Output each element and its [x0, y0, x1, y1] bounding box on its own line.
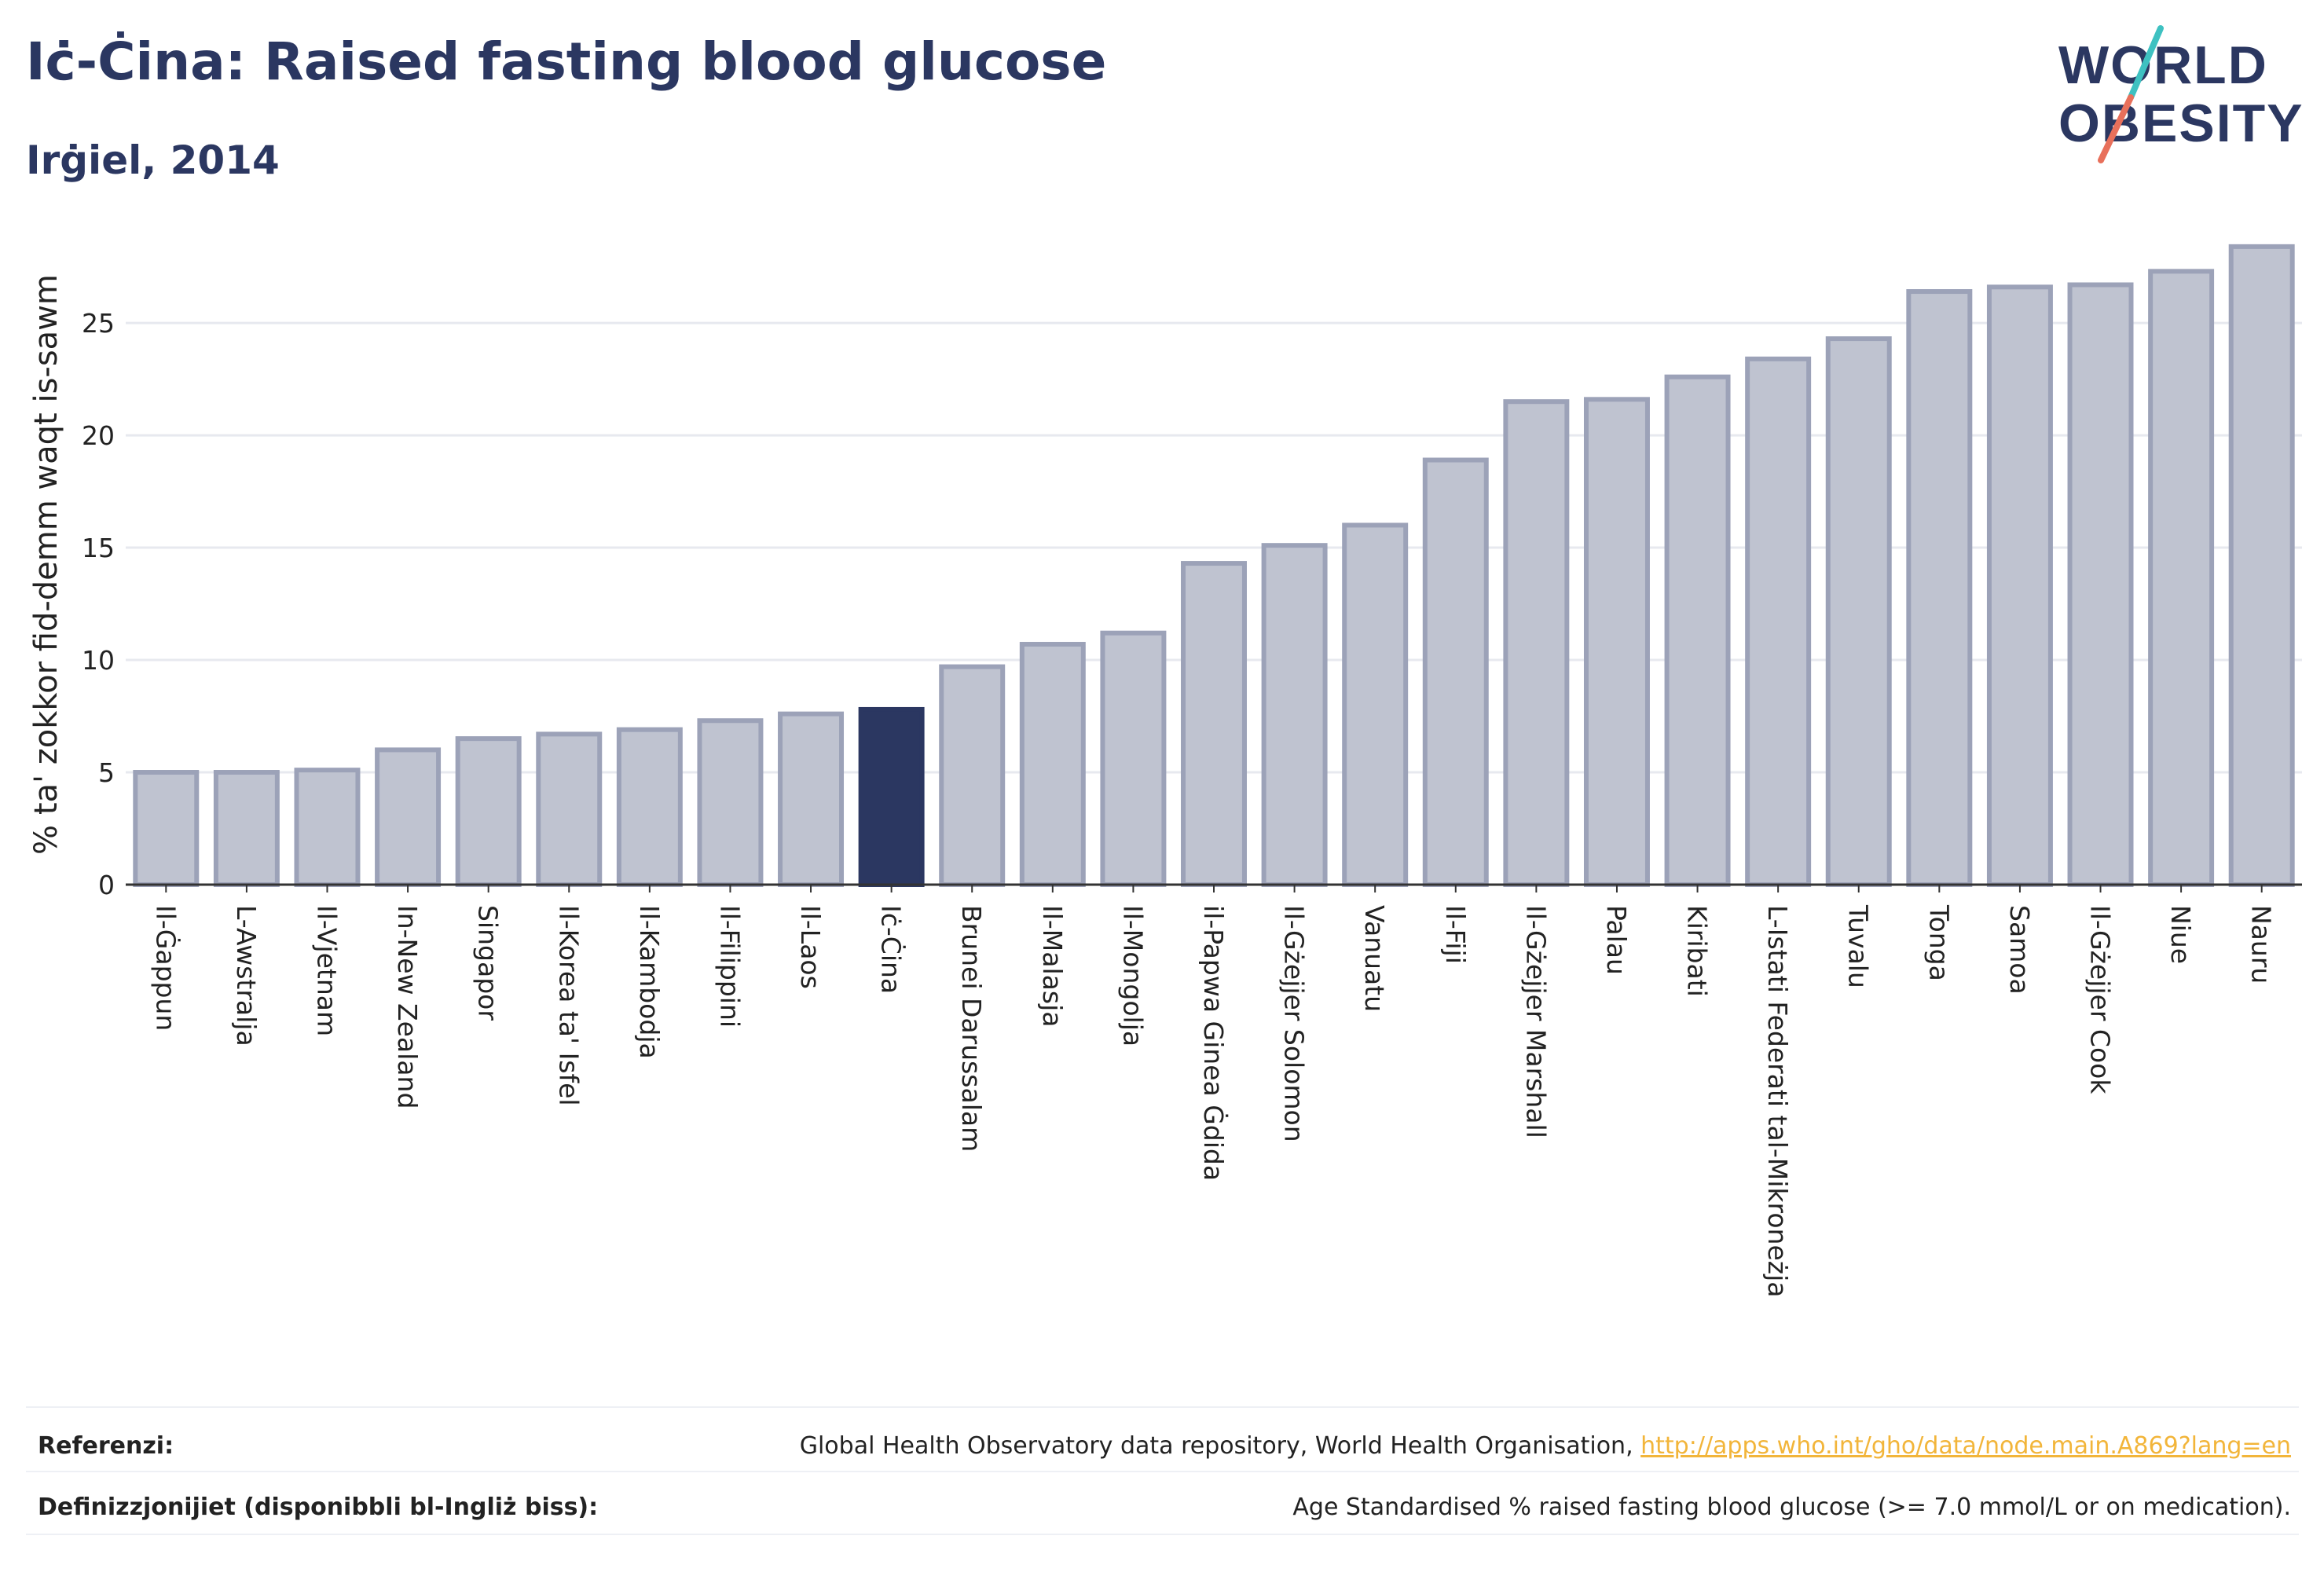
category-label: Iċ-Ċina [876, 905, 907, 994]
category-label: Il-Laos [795, 905, 826, 989]
category-label: Niue [2165, 905, 2196, 964]
category-label: Il-Fiji [1440, 905, 1471, 964]
category-label: Samoa [2004, 905, 2035, 995]
category-label: Il-Malasja [1037, 905, 1068, 1027]
bar [133, 770, 200, 887]
axes: 0 5 10 15 20 25 [82, 308, 2302, 900]
category-label: Nauru [2246, 905, 2277, 984]
category-label: Il-Korea ta' Isfel [553, 905, 584, 1106]
category-label: Il-Ġappun [150, 905, 181, 1031]
category-label: L-Awstralja [231, 905, 262, 1046]
logo-line-obesity: OBESITY [2058, 93, 2304, 153]
category-label: Palau [1601, 905, 1632, 975]
category-label: L-Istati Federati tal-Mikroneżja [1762, 905, 1793, 1297]
references-value: Global Health Observatory data repositor… [800, 1432, 2291, 1460]
references-label: Referenzi: [38, 1431, 174, 1460]
bar [455, 736, 522, 887]
bar [536, 731, 603, 887]
page-subtitle: Irġiel, 2014 [26, 137, 280, 183]
category-label: Il-Filippini [714, 905, 745, 1028]
y-tick-label: 25 [82, 308, 115, 339]
bar [778, 711, 845, 888]
bar [1100, 630, 1167, 887]
bar [213, 770, 280, 887]
bar [375, 747, 442, 888]
y-tick-label: 10 [82, 645, 115, 676]
bar-chart: 0 5 10 15 20 25 Il-Ġappun L-Awstralja Il-Vjetna… [28, 244, 2302, 1297]
logo-slash-bottom [2098, 94, 2134, 163]
y-tick-label: 20 [82, 420, 115, 451]
bar [697, 718, 764, 887]
bar-highlight [858, 706, 925, 888]
y-tick-label: 5 [98, 757, 115, 788]
definitions-row: Definizzjonijiet (disponibbli bl-Ingliż … [38, 1485, 2291, 1529]
bar [2148, 269, 2215, 887]
bar [939, 664, 1006, 887]
bar [1664, 374, 1731, 887]
bar [616, 727, 683, 887]
page-title: Iċ-Ċina: Raised fasting blood glucose [26, 31, 1107, 92]
category-label: Tuvalu [1843, 904, 1874, 988]
bar [1261, 543, 1328, 887]
bar [1745, 356, 1812, 887]
category-label: Kiribati [1682, 905, 1713, 997]
bar [1986, 284, 2053, 888]
references-row: Referenzi: Global Health Observatory dat… [38, 1424, 2291, 1468]
footer-divider-middle [26, 1471, 2299, 1472]
category-label: Brunei Darussalam [956, 905, 987, 1152]
bar [1825, 336, 1892, 887]
definitions-label: Definizzjonijiet (disponibbli bl-Ingliż … [38, 1493, 599, 1521]
category-label: Il-Vjetnam [311, 905, 342, 1036]
references-text: Global Health Observatory data repositor… [799, 1431, 1641, 1460]
bar [1342, 522, 1409, 887]
definitions-value: Age Standardised % raised fasting blood … [1292, 1493, 2291, 1521]
category-label: In-New Zealand [392, 905, 423, 1109]
world-obesity-logo: WORLD OBESITY [2058, 25, 2304, 163]
y-tick-label: 15 [82, 533, 115, 563]
bar [1422, 457, 1489, 887]
logo-slash-top [2128, 25, 2164, 101]
y-tick-label: 0 [98, 870, 115, 900]
bar [2228, 244, 2295, 888]
category-label: Il-Gżejjer Marshall [1520, 905, 1551, 1138]
bars [133, 244, 2295, 888]
bar [1906, 289, 1973, 888]
category-labels: Il-Ġappun L-Awstralja Il-Vjetnam In-New Zea… [150, 904, 2276, 1297]
category-label: Vanuatu [1359, 905, 1390, 1012]
bar [294, 768, 361, 887]
bar [1019, 642, 1086, 887]
category-label: Il-Gżejjer Solomon [1279, 905, 1310, 1142]
bar [1503, 399, 1570, 888]
category-label: il-Papwa Ginea Ġdida [1198, 905, 1230, 1181]
bar [2067, 282, 2134, 887]
category-label: Tonga [1923, 904, 1954, 981]
category-label: Il-Mongolja [1117, 905, 1148, 1046]
category-label: Il-Kambodja [634, 905, 665, 1059]
footer-divider-top [26, 1406, 2299, 1408]
y-axis-title: % ta' zokkor fid-demm waqt is-sawm [28, 274, 64, 855]
bar [1583, 397, 1650, 887]
category-label: Singapor [473, 905, 504, 1021]
references-link[interactable]: http://apps.who.int/gho/data/node.main.A… [1640, 1431, 2291, 1460]
category-label: Il-Gżejjer Cook [2085, 905, 2116, 1094]
logo-line-world: WORLD [2058, 35, 2268, 95]
footer-divider-bottom [26, 1534, 2299, 1535]
bar [1181, 561, 1247, 887]
